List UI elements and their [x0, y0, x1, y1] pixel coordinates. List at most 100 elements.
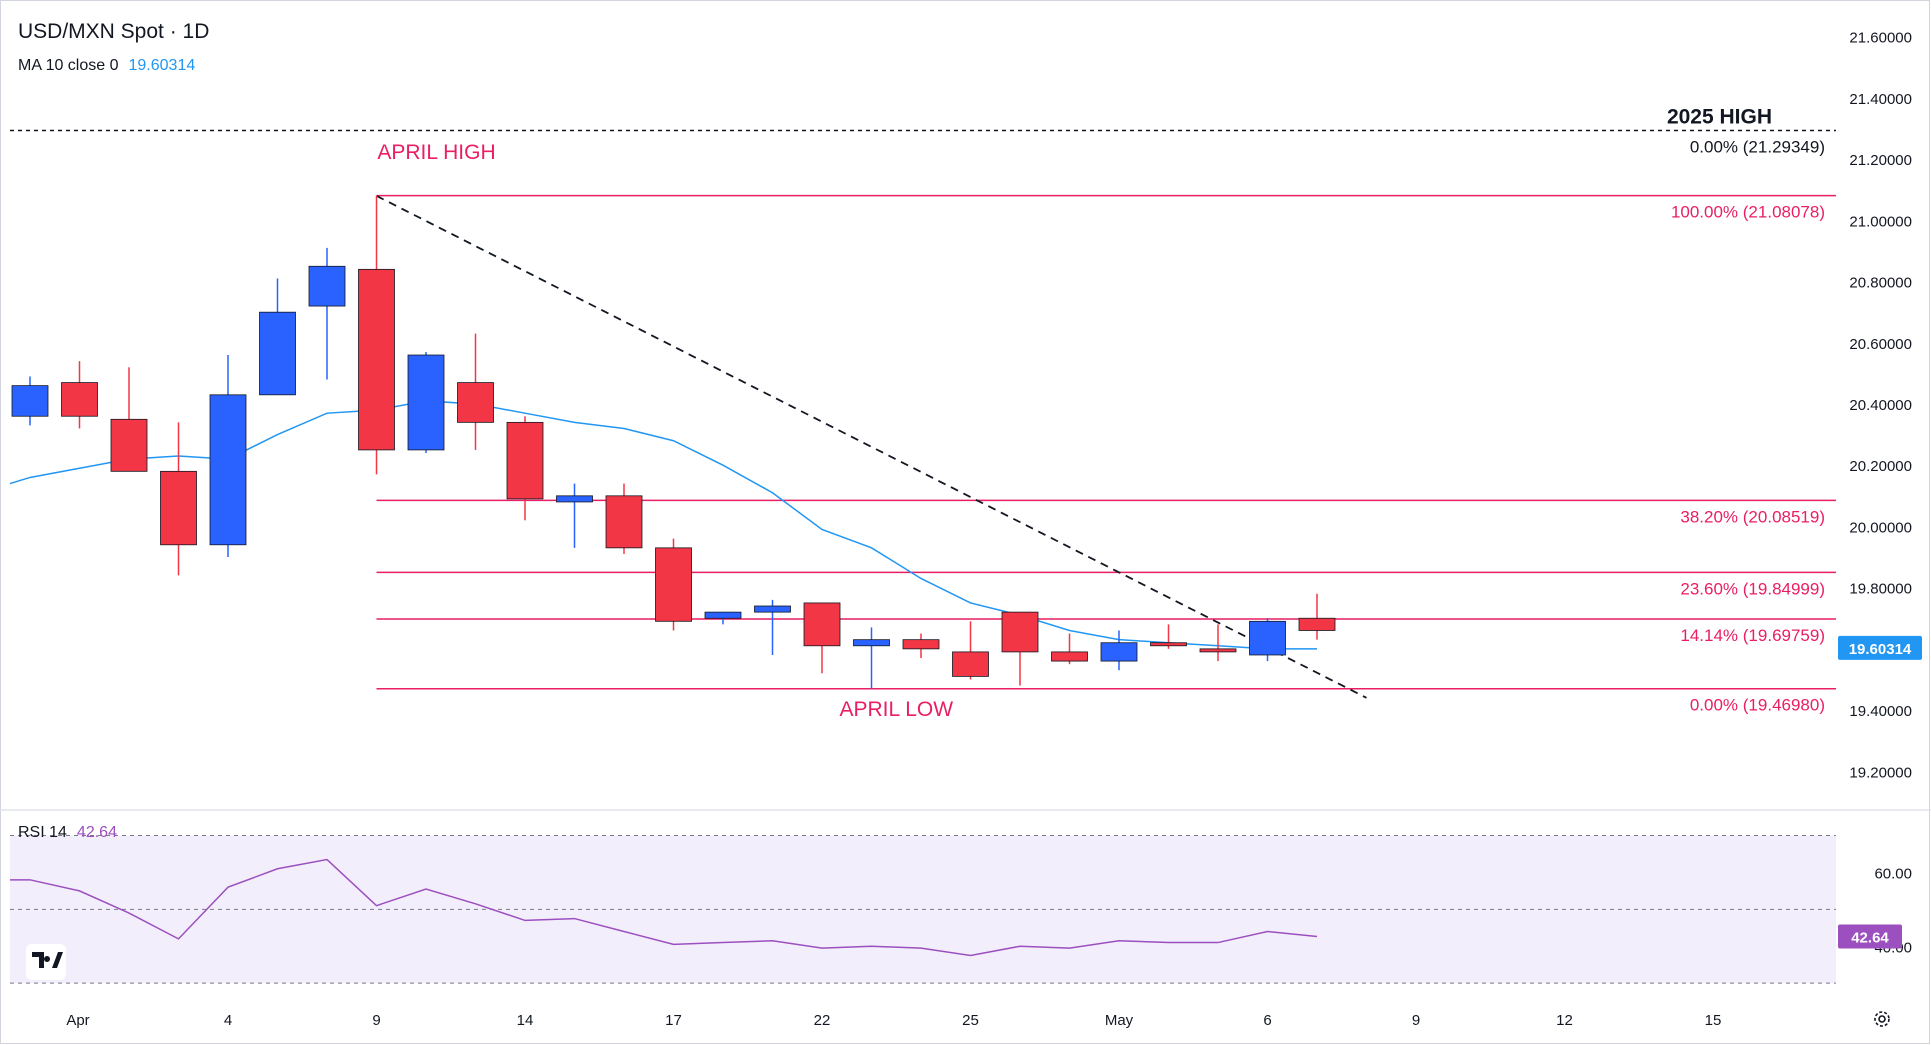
date-tick-label: 22 [814, 1012, 831, 1029]
candle-down [803, 602, 841, 674]
candle-down [1199, 624, 1237, 662]
april-high-annotation: APRIL HIGH [377, 141, 495, 164]
candle-body [61, 382, 98, 417]
price-tick-label: 20.20000 [1849, 458, 1912, 475]
candle-body [1100, 642, 1138, 662]
tradingview-logo-icon [32, 952, 63, 968]
date-tick-label: 25 [962, 1012, 979, 1029]
candle-body [160, 470, 197, 546]
candle-body [556, 495, 593, 503]
date-tick-label: May [1105, 1012, 1134, 1029]
price-tick-label: 19.20000 [1849, 764, 1912, 781]
date-tick-label: 9 [1412, 1012, 1420, 1029]
rsi-legend[interactable]: RSI 14 42.64 [18, 824, 117, 842]
candle-up [407, 351, 445, 453]
rsi-legend-value: 42.64 [76, 824, 117, 841]
ma-legend-value: 19.60314 [128, 57, 196, 74]
date-tick-label: 15 [1705, 1012, 1722, 1029]
date-tick-label: 14 [517, 1012, 534, 1029]
2025-high-title: 2025 HIGH [1667, 106, 1772, 129]
candle-up [1100, 630, 1138, 671]
fibonacci-retracement: 100.00% (21.08078) 38.20% (20.08519) 23.60… [10, 129, 1836, 715]
candle-up [259, 278, 296, 396]
downtrend-line [376, 195, 1367, 699]
rsi-legend-label: RSI 14 [18, 824, 67, 841]
date-tick-label: 6 [1263, 1012, 1271, 1029]
candle-down [1150, 624, 1187, 649]
2025-high-label: 0.00% (21.29349) [1690, 138, 1825, 157]
candle-down [506, 416, 544, 521]
candle-up [209, 355, 247, 558]
candle-body [506, 421, 544, 500]
candle-body [209, 394, 247, 546]
candle-body [1199, 648, 1237, 653]
candle-body [605, 495, 643, 549]
date-tick-label: 12 [1556, 1012, 1573, 1029]
ma10-line [9, 400, 1317, 650]
ma-legend[interactable]: MA 10 close 0 19.60314 [18, 57, 195, 75]
candle-body [1249, 620, 1286, 656]
price-tick-label: 20.00000 [1849, 519, 1912, 536]
candle-up [308, 247, 346, 380]
rsi-last-label: 42.64 [1851, 930, 1889, 947]
price-tick-label: 20.60000 [1849, 336, 1912, 353]
candle-down [110, 367, 148, 472]
chart-title[interactable]: USD/MXN Spot · 1D [18, 20, 210, 43]
candle-body [1001, 611, 1039, 653]
price-tick-label: 21.40000 [1849, 91, 1912, 108]
price-tick-label: 21.60000 [1849, 30, 1912, 47]
candle-up [1249, 618, 1286, 662]
candle-down [605, 483, 643, 554]
candle-down [902, 633, 940, 659]
candle-body [952, 651, 989, 677]
candle-body [308, 265, 346, 307]
candle-body [1150, 642, 1187, 647]
date-tick-label: 17 [665, 1012, 682, 1029]
fib-level-label: 14.14% (19.69759) [1680, 626, 1825, 645]
date-tick-label: 4 [224, 1012, 232, 1029]
candle-down [1001, 611, 1039, 686]
price-tick-label: 20.40000 [1849, 397, 1912, 414]
candle-body [110, 418, 148, 472]
candle-up [11, 376, 49, 426]
candle-up [704, 611, 742, 625]
axes: 21.60000 21.40000 21.20000 21.00000 20.80000… [66, 30, 1922, 1029]
candle-body [803, 602, 841, 647]
annotations: 2025 HIGH 0.00% (21.29349) APRIL HIGH APRIL… [377, 106, 1825, 722]
tradingview-logo-icon [26, 944, 66, 980]
last-price-badge [1838, 635, 1922, 660]
ma-legend-label: MA 10 close 0 [18, 57, 119, 74]
candle-up [556, 483, 593, 548]
price-tick-label: 19.40000 [1849, 703, 1912, 720]
candle-body [407, 354, 445, 451]
candle-down [952, 621, 989, 680]
rsi-pane [10, 835, 1836, 984]
candle-body [358, 268, 395, 451]
candle-down [160, 422, 197, 576]
candle-body [259, 311, 296, 396]
candle-body [754, 605, 791, 613]
candle-body [1298, 617, 1336, 631]
date-tick-label: Apr [66, 1012, 89, 1029]
candle-down [1051, 633, 1088, 665]
candlesticks [11, 195, 1336, 689]
candle-body [11, 385, 49, 417]
fib-level-label: 100.00% (21.08078) [1671, 203, 1825, 222]
fib-level-label: 23.60% (19.84999) [1680, 579, 1825, 598]
candle-body [655, 547, 692, 622]
candle-down [61, 361, 98, 429]
moving-average [9, 400, 1317, 650]
candle-down [1298, 593, 1336, 640]
rsi-tick-label: 60.00 [1874, 865, 1912, 882]
candle-body [457, 382, 494, 423]
candle-up [853, 627, 890, 689]
price-tick-label: 21.00000 [1849, 213, 1912, 230]
rsi-line [10, 858, 1318, 957]
last-price-label: 19.60314 [1849, 641, 1912, 658]
candle-down [358, 195, 395, 475]
gear-icon[interactable] [1872, 1009, 1892, 1029]
date-tick-label: 9 [372, 1012, 380, 1029]
